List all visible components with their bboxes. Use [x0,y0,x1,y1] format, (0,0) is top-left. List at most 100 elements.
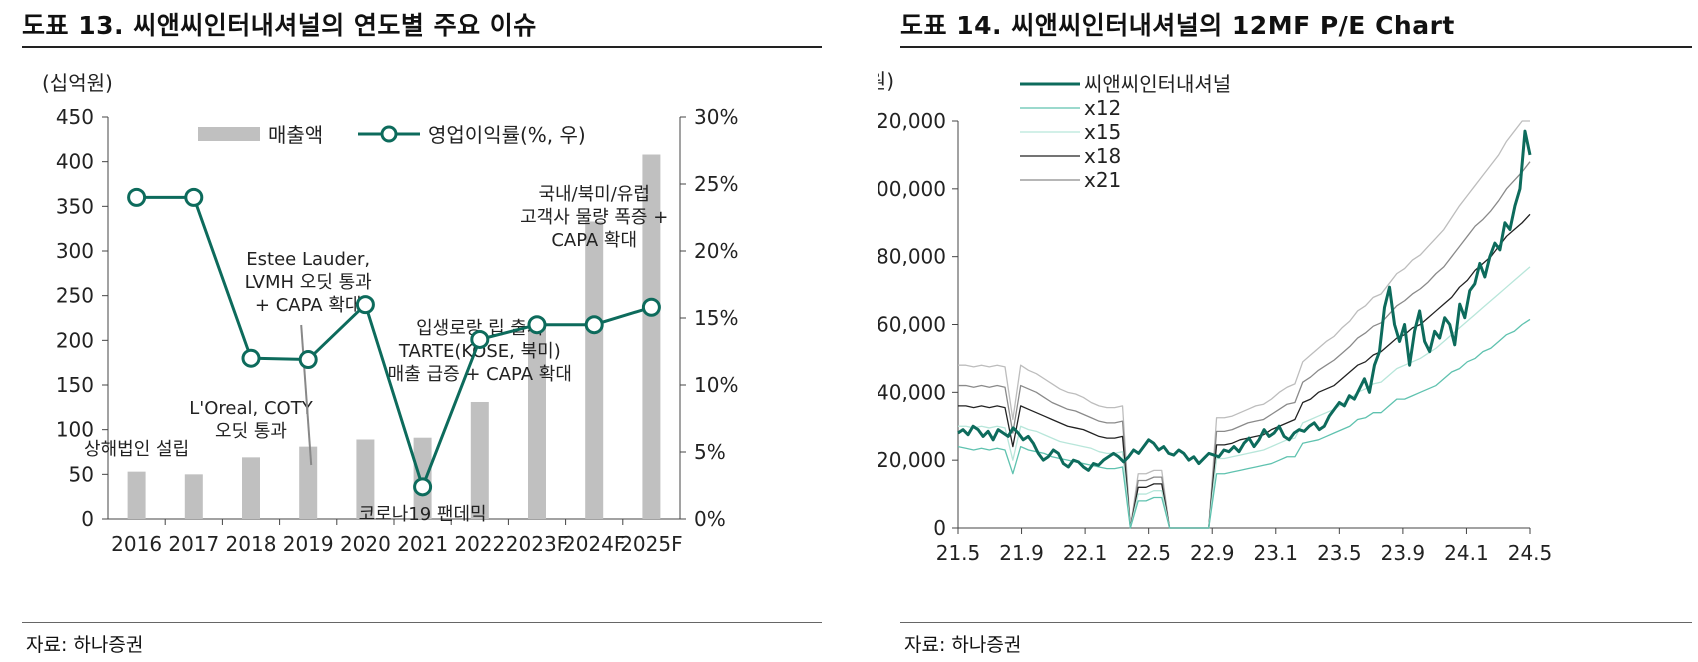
x-tick-label: 2025F [620,532,682,556]
margin-point-2024F [584,315,604,335]
annotation-2019: + CAPA 확대 [255,295,362,316]
annotation-2019: Estee Lauder, [246,249,370,270]
bar-2016 [127,471,146,519]
right-chart-x-tick-label: 22.1 [1063,541,1108,565]
right-chart-x-tick-label: 23.5 [1317,541,1362,565]
bar-2019 [299,446,318,519]
annotation-2021: 코로나19 팬데믹 [359,504,487,525]
left-y-tick-label: 250 [56,284,94,308]
left-title: 도표 13. 씨앤씨인터내셔널의 연도별 주요 이슈 [22,11,537,40]
pe-line-씨앤씨인터내셔널 [957,129,1532,472]
right-chart-x-tick-label: 23.9 [1381,541,1426,565]
left-title-rule [22,46,822,48]
x-tick-label: 2017 [168,532,219,556]
bar-2020 [356,439,375,519]
pe-line-x12 [957,318,1531,529]
x-tick-label: 2016 [111,532,162,556]
legend-label-씨앤씨인터내셔널: 씨앤씨인터내셔널 [1084,72,1231,96]
annotation-2024F: CAPA 확대 [551,230,637,251]
right-chart-x-tick-label: 22.5 [1126,541,1171,565]
x-tick-label: 2024F [563,532,625,556]
annotation-2022: TARTE(KOSE, 북미) [398,341,561,362]
annotation-2018: L'Oreal, COTY [189,398,313,419]
right-panel: 도표 14. 씨앤씨인터내셔널의 12MF P/E Chart (원) 0 20,0… [878,0,1698,662]
bar-2017 [184,474,203,519]
right-chart-x-tick-label: 24.5 [1508,541,1553,565]
right-unit-label: (원) [878,69,894,93]
left-y-tick-label: 300 [56,239,94,263]
right-chart-y-tick-label: 80,000 [878,245,946,269]
left-y-tick-label: 450 [56,105,94,129]
right-y-tick-label: 10% [694,373,738,397]
annotation-2024F: 고객사 물량 폭증 + [520,207,668,228]
right-y-tick-label: 25% [694,172,738,196]
right-chart: (원) 0 20,000 40,000 60,000 80,000 100,000 120,0… [878,69,1553,565]
right-chart-y-tick-label: 20,000 [878,448,946,472]
right-source-rule [900,622,1692,623]
pe-line-x21 [958,161,1531,529]
left-panel: 도표 13. 씨앤씨인터내셔널의 연도별 주요 이슈 (십억원) 0 50 100 15… [0,0,830,662]
left-source-rule [22,622,822,623]
right-chart-y-tick-label: 100,000 [878,177,946,201]
margin-point-2020 [355,295,375,315]
right-chart-x-tick-label: 21.5 [936,541,981,565]
x-tick-label: 2018 [226,532,277,556]
annotation-2019: LVMH 오딧 통과 [245,272,372,293]
left-y-tick-label: 400 [56,150,94,174]
margin-point-2016 [127,187,147,207]
right-title: 도표 14. 씨앤씨인터내셔널의 12MF P/E Chart [900,11,1455,40]
legend-label-x21: x21 [1084,168,1121,192]
left-unit-label: (십억원) [42,71,113,95]
legend-bar-label: 매출액 [268,123,323,147]
left-chart: (십억원) 0 50 100 150 200 250 300 350 400 450 0% 5% 10% 1… [42,71,738,556]
pe-line-x24 [958,120,1530,529]
legend-label-x12: x12 [1084,96,1121,120]
right-chart-y-tick-label: 40,000 [878,380,946,404]
margin-point-2023F [527,315,547,335]
bar-2025F [642,154,661,519]
left-y-tick-label: 100 [56,418,94,442]
right-y-tick-label: 0% [694,507,726,531]
legend-line-label: 영업이익률(%, 우) [428,123,586,147]
bar-2018 [242,457,260,519]
left-y-tick-label: 350 [56,194,94,218]
x-tick-label: 2020 [340,532,391,556]
margin-point-2025F [641,297,661,317]
bar-2022 [470,401,489,519]
legend-line-marker [380,125,398,143]
right-chart-x-tick-label: 21.9 [999,541,1044,565]
annotation-2022: 입생로랑 립 출시 [416,318,543,339]
annotation-leader-2019 [300,324,313,466]
right-y-tick-label: 20% [694,239,738,263]
margin-line [136,195,652,492]
right-y-tick-label: 30% [694,105,738,129]
legend-label-x18: x18 [1084,144,1121,168]
left-y-tick-label: 200 [56,328,94,352]
annotation-2024F: 국내/북미/유럽 [538,184,650,205]
right-chart-x-tick-label: 24.1 [1444,541,1489,565]
right-source: 자료: 하나증권 [904,634,1022,656]
x-tick-label: 2019 [283,532,334,556]
legend-label-x15: x15 [1084,120,1121,144]
right-chart-y-tick-label: 120,000 [878,109,946,133]
margin-point-2017 [184,187,204,207]
bar-2023F [528,324,546,519]
legend-bar-swatch [198,127,260,141]
right-chart-x-tick-label: 23.1 [1254,541,1299,565]
annotation-2022: 매출 급증 + CAPA 확대 [388,364,572,385]
left-source: 자료: 하나증권 [26,634,144,656]
pe-line-x18 [958,213,1531,529]
left-y-tick-label: 150 [56,373,94,397]
annotation-2018: 오딧 통과 [215,421,287,442]
pe-line-x15 [958,266,1531,529]
margin-point-2021 [413,477,433,497]
x-tick-label: 2021 [397,532,448,556]
margin-point-2019 [298,350,318,370]
x-tick-label: 2023F [506,532,568,556]
bar-2024F [585,221,604,519]
x-tick-label: 2022 [454,532,505,556]
margin-point-2022 [470,329,490,349]
right-chart-x-tick-label: 22.9 [1190,541,1235,565]
left-y-tick-label: 50 [69,462,94,486]
left-y-tick-label: 0 [81,507,94,531]
